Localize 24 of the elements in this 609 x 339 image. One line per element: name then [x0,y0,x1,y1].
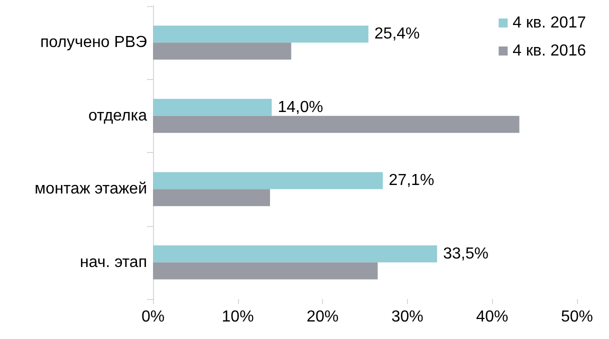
x-tick-label: 50% [560,308,594,326]
bar [153,262,378,280]
x-tick-label: 10% [222,308,254,326]
y-tick-label: получено РВЭ [40,34,147,52]
x-tick-label: 30% [391,308,424,326]
bar [153,172,383,190]
y-tick-label: отделка [88,107,148,124]
bar [153,98,272,116]
bar [153,26,368,43]
data-label: 27,1% [388,172,434,190]
bar [153,245,438,262]
x-tick-label: 0% [141,308,165,326]
data-label: 33,5% [443,245,488,262]
legend-label: 4 кв. 2017 [512,14,586,32]
y-tick-label: нач. этап [80,254,147,271]
x-tick-label: 20% [306,308,339,326]
bar [153,42,292,60]
data-label: 25,4% [374,26,420,43]
x-tick-label: 40% [476,308,508,326]
bar [153,189,270,206]
legend-label: 4 кв. 2016 [512,42,586,60]
data-label: 14,0% [278,98,324,116]
bar [153,116,520,133]
y-tick-label: монтаж этажей [34,180,147,198]
